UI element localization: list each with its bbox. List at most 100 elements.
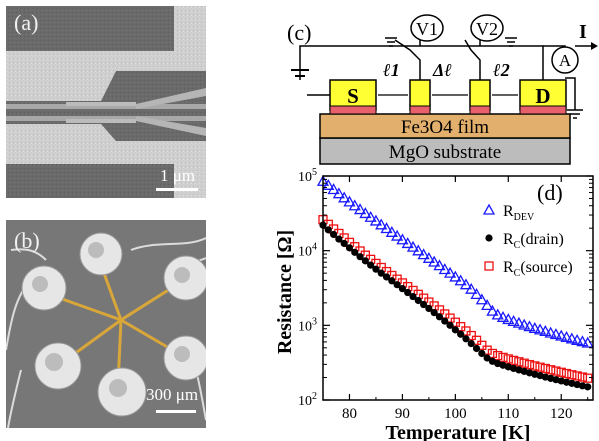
data-point xyxy=(567,370,577,380)
data-point xyxy=(375,218,388,230)
data-point xyxy=(507,315,520,327)
data-point xyxy=(561,368,572,379)
voltmeter-1: V1 xyxy=(410,14,444,42)
panel-b-scale-label: 300 μm xyxy=(146,385,199,404)
ammeter: A xyxy=(551,46,579,74)
drain-label: D xyxy=(535,84,550,108)
panel-a-scale-label: 1 μm xyxy=(160,166,196,185)
series-R_DEV xyxy=(316,174,594,348)
data-point xyxy=(467,339,475,348)
data-point xyxy=(462,335,470,343)
data-point xyxy=(345,244,354,252)
contacts xyxy=(329,79,567,115)
panel-a-label: (a) xyxy=(14,10,39,35)
data-point xyxy=(406,240,420,252)
sem-a-device-drawing xyxy=(6,6,206,198)
data-point xyxy=(503,354,513,364)
data-point xyxy=(457,330,465,338)
data-point xyxy=(380,222,393,234)
l1-label: ℓ1 xyxy=(383,60,400,80)
panel-a-sem-image: (a) 1 μm xyxy=(6,6,206,198)
data-point xyxy=(549,328,563,340)
data-point xyxy=(327,183,340,195)
data-point xyxy=(385,225,398,237)
data-point xyxy=(425,304,433,313)
data-point xyxy=(496,310,510,322)
data-point xyxy=(361,257,369,265)
data-point xyxy=(322,178,335,190)
data-point xyxy=(356,253,364,261)
x-tick-label: 80 xyxy=(342,406,357,422)
x-tick-label: 90 xyxy=(395,406,410,422)
data-point xyxy=(535,362,545,372)
data-point xyxy=(565,332,578,344)
data-point xyxy=(412,244,425,256)
data-point xyxy=(359,207,372,219)
data-point xyxy=(409,292,417,301)
data-point xyxy=(556,367,566,377)
data-point xyxy=(388,277,396,285)
data-point xyxy=(335,235,343,243)
data-point xyxy=(581,336,594,348)
data-point xyxy=(422,251,435,263)
data-point xyxy=(329,230,338,239)
data-point xyxy=(433,259,446,271)
l2-label: ℓ2 xyxy=(493,60,510,80)
data-point xyxy=(545,365,556,375)
data-point xyxy=(404,288,412,297)
data-point xyxy=(438,263,451,275)
panel-d-label: (d) xyxy=(537,180,563,205)
panel-a-scale-bar xyxy=(156,188,198,191)
channel-upper xyxy=(6,104,206,109)
plot-frame xyxy=(322,175,594,401)
data-point xyxy=(530,361,540,371)
data-point xyxy=(540,363,551,374)
y-tick-label: 103 xyxy=(298,316,317,334)
data-point xyxy=(518,318,531,330)
data-point xyxy=(487,348,498,359)
data-point xyxy=(519,358,529,368)
y-axis-label: Resistance [Ω] xyxy=(275,230,296,354)
x-tick-label: 100 xyxy=(444,406,467,422)
voltmeter-2: V2 xyxy=(470,14,504,42)
panel-d-chart: Resistance [Ω] Temperature [K] (d) 80 90 1… xyxy=(275,168,594,441)
data-point xyxy=(470,288,483,299)
substrate-label: MgO substrate xyxy=(389,142,501,163)
data-point xyxy=(560,331,573,343)
data-point xyxy=(353,203,367,215)
dl-label: Δℓ xyxy=(432,60,452,80)
substrate-layer xyxy=(319,137,571,165)
data-point xyxy=(364,210,377,222)
panel-b-scale-bar xyxy=(156,410,196,413)
series-R_C(drain) xyxy=(319,221,592,391)
data-point xyxy=(441,317,449,325)
data-point xyxy=(533,323,547,335)
data-point xyxy=(576,335,589,347)
data-point xyxy=(454,274,467,286)
top-electrode xyxy=(6,6,206,101)
data-point xyxy=(528,322,541,334)
y-tick-label: 105 xyxy=(298,168,317,185)
battery xyxy=(291,69,309,77)
data-point xyxy=(478,349,486,358)
x-axis-label: Temperature [K] xyxy=(386,422,531,441)
data-point xyxy=(502,313,515,325)
data-point xyxy=(396,233,409,245)
data-point xyxy=(465,282,478,294)
data-point xyxy=(417,248,430,260)
data-point xyxy=(539,325,552,337)
data-point xyxy=(338,191,351,203)
data-point xyxy=(372,265,380,273)
x-tick-label: 110 xyxy=(497,406,519,422)
legend-marker xyxy=(482,203,496,215)
current-label: I xyxy=(579,21,587,43)
data-point xyxy=(571,333,584,345)
data-point xyxy=(428,255,441,267)
data-point xyxy=(367,261,375,269)
data-point xyxy=(377,269,385,277)
legend-marker xyxy=(485,234,493,242)
current-arrow xyxy=(575,42,598,50)
panel-b-sem-image: (b) 300 μm xyxy=(6,220,206,428)
voltmeter-2-label: V2 xyxy=(476,19,498,39)
data-point xyxy=(514,357,524,367)
